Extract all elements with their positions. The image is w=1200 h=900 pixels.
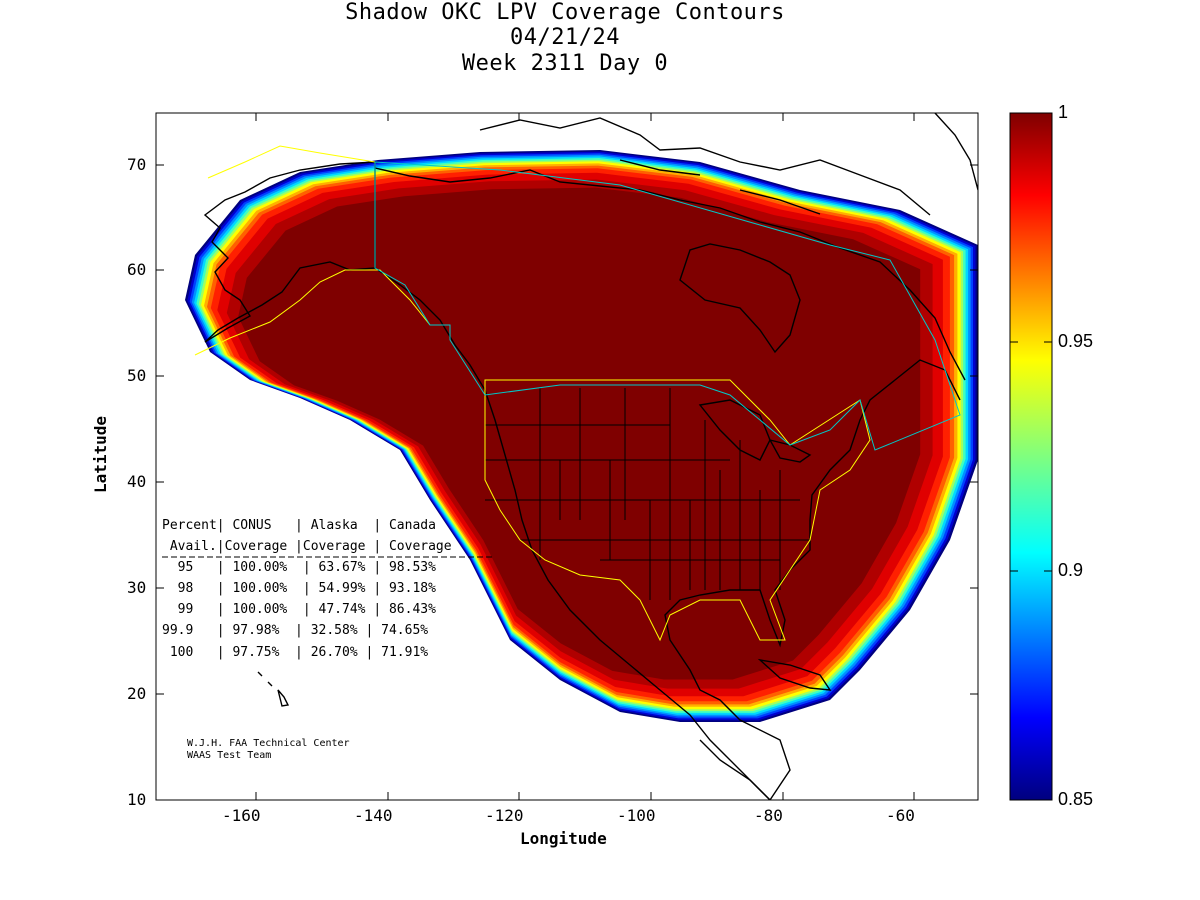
- stats-row: 99.9 | 97.98% | 32.58% | 74.65%: [162, 623, 429, 638]
- hawaii: [257, 671, 290, 707]
- alaska-coast: [203, 161, 376, 343]
- y-tick-label: 40: [127, 472, 147, 491]
- y-tick-label: 50: [127, 366, 147, 385]
- stats-header-2: Avail.|Coverage |Coverage | Coverage: [162, 539, 452, 554]
- x-tick-label: -100: [617, 806, 656, 825]
- yellow-boundary-alaska: [194, 269, 431, 356]
- greenland-coast: [934, 113, 978, 191]
- coverage-band: [238, 187, 921, 680]
- plot-date: 04/21/24: [510, 25, 620, 50]
- x-tick-label: -60: [886, 806, 915, 825]
- y-tick-label: 20: [127, 684, 147, 703]
- x-tick-label: -140: [354, 806, 393, 825]
- colorbar-ticks: [1010, 341, 1052, 572]
- colorbar-tick-label: 0.9: [1058, 560, 1084, 580]
- colorbar-tick-label: 0.95: [1058, 331, 1094, 351]
- colorbar-tick-label: 0.85: [1058, 789, 1094, 809]
- y-tick-label: 60: [127, 260, 147, 279]
- x-tick-label: -120: [485, 806, 524, 825]
- stats-row: 100 | 97.75% | 26.70% | 71.91%: [162, 645, 429, 660]
- arctic-islands: [479, 117, 931, 216]
- cuba: [757, 658, 832, 691]
- stats-row: 99 | 100.00% | 47.74% | 86.43%: [162, 602, 436, 617]
- x-tick-label: -160: [222, 806, 261, 825]
- credit-line-2: WAAS Test Team: [187, 750, 272, 761]
- x-axis-title: Longitude: [520, 829, 607, 848]
- colorbar-tick-label: 1: [1058, 102, 1069, 122]
- axis-ticks: [156, 113, 978, 800]
- yellow-boundary-north: [207, 145, 376, 179]
- colorbar: [1009, 112, 1053, 801]
- y-axis-title: Latitude: [91, 415, 111, 494]
- pacific-coast: [374, 267, 771, 800]
- fir-boundaries: [194, 145, 961, 642]
- y-tick-label: 70: [127, 155, 147, 174]
- plot-frame: [155, 112, 979, 801]
- plot-title: Shadow OKC LPV Coverage Contours: [345, 0, 785, 25]
- credit-line-1: W.J.H. FAA Technical Center: [187, 738, 350, 749]
- y-tick-label: 30: [127, 578, 147, 597]
- plot-week-day: Week 2311 Day 0: [461, 51, 669, 76]
- arctic-coast: [374, 167, 966, 381]
- y-tick-label: 10: [127, 790, 147, 809]
- stats-header-1: Percent| CONUS | Alaska | Canada: [162, 518, 436, 533]
- great-lakes: [698, 399, 812, 463]
- x-tick-label: -80: [754, 806, 783, 825]
- central-america: [699, 739, 771, 800]
- stats-row: 95 | 100.00% | 63.67% | 98.53%: [162, 560, 436, 575]
- cyan-boundary-canada: [374, 161, 961, 451]
- hudson-bay: [679, 243, 801, 354]
- stats-row: 98 | 100.00% | 54.99% | 93.18%: [162, 581, 436, 596]
